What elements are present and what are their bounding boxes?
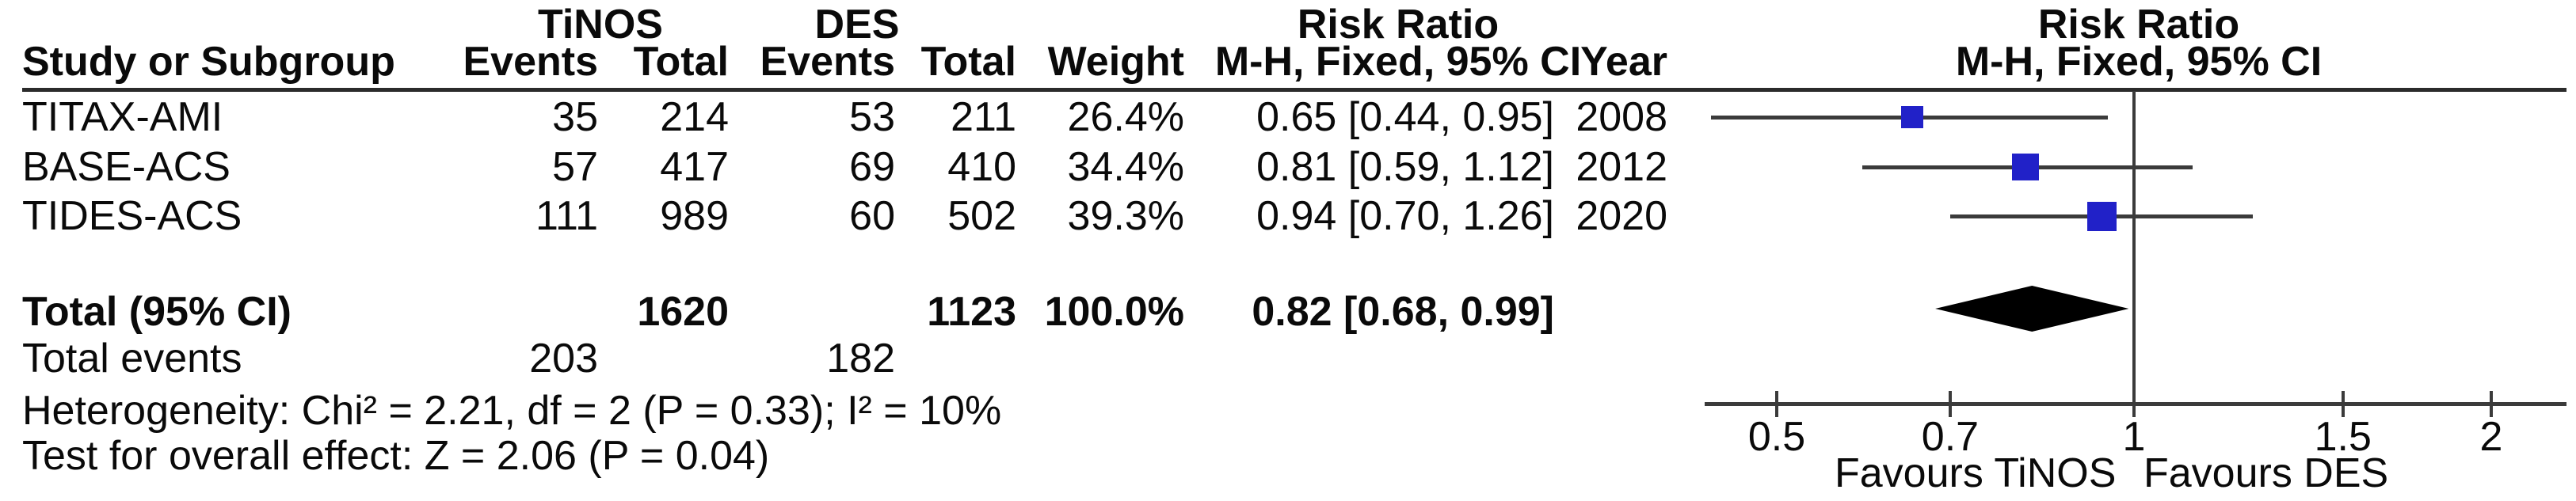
x-axis-line <box>1705 402 2566 406</box>
des-total-value: 410 <box>947 144 1016 190</box>
column-header-mh-ci: M-H, Fixed, 95% CI <box>1214 39 1582 85</box>
heterogeneity-text: Heterogeneity: Chi² = 2.21, df = 2 (P = … <box>22 388 1002 434</box>
tinos-events-value: 35 <box>552 94 598 140</box>
total-events-des: 182 <box>826 336 895 381</box>
rr-ci-value: 0.81 [0.59, 1.12] <box>1256 144 1554 190</box>
tinos-events-value: 111 <box>535 193 598 239</box>
group-header-risk-ratio: Risk Ratio <box>1297 2 1499 47</box>
total-events-label: Total events <box>22 336 242 381</box>
tinos-total-value: 417 <box>660 144 729 190</box>
x-axis-tick <box>2132 391 2136 417</box>
plot-header-mh-ci: M-H, Fixed, 95% CI <box>1955 39 2323 85</box>
total-tinos-total: 1620 <box>637 289 729 335</box>
overall-effect-text: Test for overall effect: Z = 2.06 (P = 0… <box>22 433 770 479</box>
plot-header-risk-ratio: Risk Ratio <box>2037 2 2240 47</box>
column-header-year: Year <box>1580 39 1667 85</box>
study-name: BASE-ACS <box>22 144 231 190</box>
x-axis-tick <box>1775 391 1779 417</box>
total-effect-diamond <box>1935 286 2129 332</box>
study-name: TIDES-ACS <box>22 193 242 239</box>
x-axis-tick <box>1948 391 1952 417</box>
favours-right-label: Favours DES <box>2143 450 2389 496</box>
total-label: Total (95% CI) <box>22 289 292 335</box>
total-weight: 100.0% <box>1044 289 1184 335</box>
column-header-study: Study or Subgroup <box>22 39 395 85</box>
header-underline <box>22 88 2566 92</box>
des-events-value: 53 <box>849 94 895 140</box>
column-header-weight: Weight <box>1047 39 1184 85</box>
study-name: TITAX-AMI <box>22 94 223 140</box>
rr-ci-value: 0.65 [0.44, 0.95] <box>1256 94 1554 140</box>
rr-ci-value: 0.94 [0.70, 1.26] <box>1256 193 1554 239</box>
weight-value: 26.4% <box>1067 94 1184 140</box>
group-header-des: DES <box>814 2 900 47</box>
x-axis-tick <box>2489 391 2493 417</box>
column-header-des-events: Events <box>760 39 895 85</box>
total-des-total: 1123 <box>927 289 1016 335</box>
total-events-tinos: 203 <box>529 336 598 381</box>
x-axis-tick-label: 1 <box>2122 414 2146 460</box>
tinos-events-value: 57 <box>552 144 598 190</box>
x-axis-tick-label: 1.5 <box>2314 414 2372 460</box>
point-estimate-BASE-ACS <box>2011 154 2039 180</box>
x-axis-tick-label: 2 <box>2479 414 2503 460</box>
column-header-des-total: Total <box>920 39 1016 85</box>
total-rr-ci: 0.82 [0.68, 0.99] <box>1252 289 1554 335</box>
year-value: 2020 <box>1576 193 1667 239</box>
year-value: 2012 <box>1576 144 1667 190</box>
x-axis-tick-label: 0.7 <box>1921 414 1980 460</box>
point-estimate-TITAX-AMI <box>1900 106 1923 128</box>
tinos-total-value: 214 <box>660 94 729 140</box>
des-total-value: 211 <box>951 94 1016 140</box>
column-header-tinos-events: Events <box>463 39 598 85</box>
tinos-total-value: 989 <box>660 193 729 239</box>
weight-value: 34.4% <box>1067 144 1184 190</box>
des-events-value: 69 <box>849 144 895 190</box>
year-value: 2008 <box>1576 94 1667 140</box>
favours-left-label: Favours TiNOS <box>1835 450 2117 496</box>
des-total-value: 502 <box>947 193 1016 239</box>
des-events-value: 60 <box>849 193 895 239</box>
column-header-tinos-total: Total <box>633 39 729 85</box>
reference-line-rr1 <box>2132 91 2136 406</box>
group-header-tinos: TiNOS <box>538 2 663 47</box>
point-estimate-TIDES-ACS <box>2087 201 2117 231</box>
x-axis-tick-label: 0.5 <box>1747 414 1806 460</box>
x-axis-tick <box>2341 391 2345 417</box>
weight-value: 39.3% <box>1067 193 1184 239</box>
